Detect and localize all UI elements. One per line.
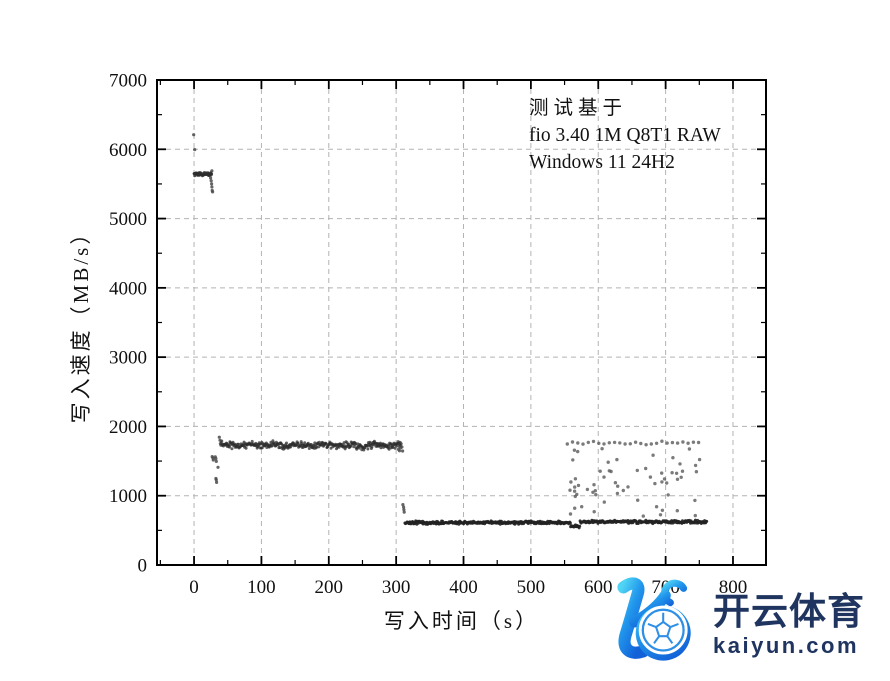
y-tick-label: 5000 bbox=[109, 209, 147, 230]
grid-lines bbox=[157, 80, 766, 565]
y-tick-label: 3000 bbox=[109, 348, 147, 369]
x-tick-label: 500 bbox=[517, 577, 546, 598]
y-tick-label: 6000 bbox=[109, 140, 147, 161]
y-tick-label: 0 bbox=[138, 556, 148, 577]
x-tick-label: 300 bbox=[382, 577, 411, 598]
y-axis-title: 写入速度（MB/s） bbox=[69, 221, 93, 424]
tick-labels: 0 100 200 300 400 500 600 700 800 0 1000 2000 3000 40… bbox=[69, 71, 747, 634]
x-tick-label: 0 bbox=[189, 577, 199, 598]
x-tick-label: 700 bbox=[651, 577, 680, 598]
y-tick-label: 7000 bbox=[109, 71, 147, 92]
x-tick-label: 400 bbox=[449, 577, 478, 598]
axes bbox=[156, 79, 767, 566]
x-tick-label: 800 bbox=[719, 577, 748, 598]
annotation-line: Windows 11 24H2 bbox=[529, 152, 675, 173]
x-tick-label: 200 bbox=[315, 577, 344, 598]
annotation-line: 测试基于 bbox=[529, 97, 627, 119]
x-tick-label: 100 bbox=[247, 577, 276, 598]
annotation-line: fio 3.40 1M Q8T1 RAW bbox=[529, 125, 721, 146]
data-points bbox=[192, 133, 709, 530]
y-tick-label: 1000 bbox=[109, 486, 147, 507]
x-axis-title: 写入时间（s） bbox=[384, 609, 539, 633]
y-tick-label: 4000 bbox=[109, 278, 147, 299]
y-tick-label: 2000 bbox=[109, 417, 147, 438]
x-tick-label: 600 bbox=[584, 577, 613, 598]
